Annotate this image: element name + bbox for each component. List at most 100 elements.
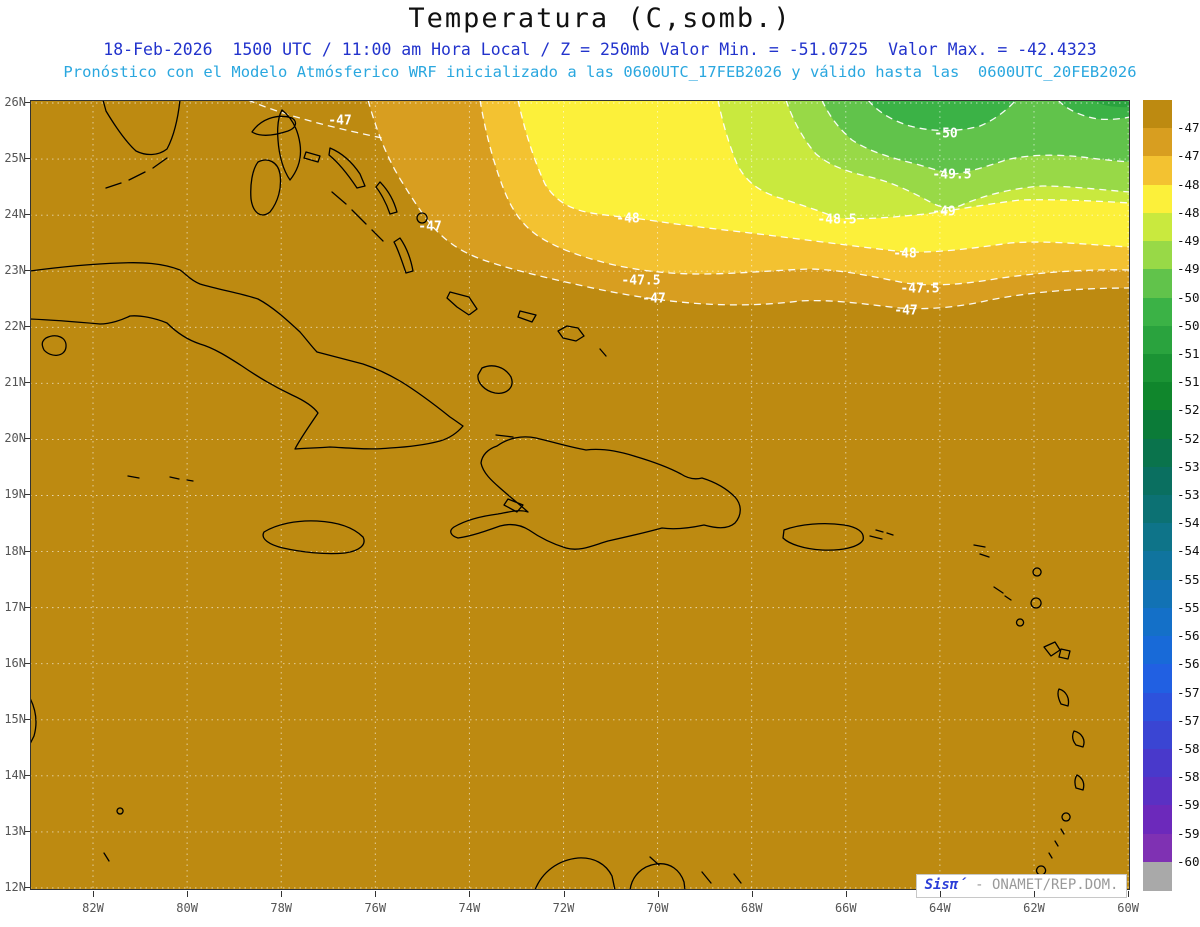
coastline-caymans [127,475,194,482]
model-info-line: Pronóstico con el Modelo Atmósferico WRF… [63,63,1137,81]
colorbar-segment [1143,636,1172,665]
colorbar-segment [1143,128,1172,158]
colorbar-segment [1143,382,1172,411]
lon-label: 74W [458,901,481,915]
contour-labels: -47 -47 -48 -47.5 -47 -48.5 -48 -47.5 -47 -49 -49.… [328,114,971,319]
colorbar-label: -55 [1177,571,1200,587]
map-canvas: -47 -47 -48 -47.5 -47 -48.5 -48 -47.5 -47 -49 -49.… [30,100,1130,890]
axis-tick [939,891,941,897]
map-frame [30,100,1130,890]
colorbar-label: -57.5 [1177,712,1200,728]
colorbar-segment [1143,748,1172,778]
contour-label: -48 [616,212,640,227]
coastline-puerto-rico [782,523,894,551]
axis-tick [25,214,30,216]
contour-label: -48 [893,247,917,262]
colorbar-label: -53.5 [1177,487,1200,502]
colorbar-label: -59.5 [1177,825,1200,841]
colorbar-segment [1143,325,1172,355]
contour-label: -50 [934,127,958,142]
lat-label: 26N [4,95,26,109]
axis-tick [25,830,30,832]
lat-label: 25N [4,151,26,166]
lat-label: 23N [4,263,26,278]
axis-tick [25,102,30,103]
lat-label: 20N [4,431,26,446]
colorbar-label: -54.5 [1177,543,1200,559]
colorbar-label: -52 [1177,402,1200,418]
colorbar-segment [1143,410,1172,440]
axis-tick [1034,891,1035,897]
lat-label: 24N [4,207,26,222]
axis-tick [25,718,30,720]
colorbar-label: -56.5 [1177,656,1200,672]
contour-line [247,100,383,139]
colorbar-label: -47.5 [1177,148,1200,164]
lat-label: 15N [4,711,26,726]
lat-label: 14N [4,767,26,782]
colorbar-label: -58.5 [1177,769,1200,785]
colorbar-label: -52.5 [1177,430,1200,446]
coastline-bahamas [250,109,607,394]
axis-tick [25,494,30,496]
contour-line [517,100,1130,253]
colorbar-segment [1143,523,1172,553]
temperature-shading [30,100,1130,890]
colorbar-segment [1143,241,1172,270]
contour-label: -48.5 [817,213,856,228]
lat-label: 13N [4,823,26,838]
axis-tick [845,891,847,897]
colorbar-label: -60 [1177,853,1200,869]
lon-label: 68W [740,901,763,915]
axis-tick [25,550,30,552]
lat-label: 18N [4,543,26,558]
colorbar-label: -53 [1177,458,1200,474]
lon-label: 72W [552,901,575,915]
colorbar-segment [1143,297,1172,327]
axis-tick [25,606,30,608]
colorbar-label: -48 [1177,176,1200,192]
lat-label: 16N [4,655,26,670]
contour-line [479,100,1130,286]
colorbar-label: -55.5 [1177,599,1200,615]
axis-tick [751,891,753,897]
colorbar-segment [1143,720,1172,750]
colorbar-segment [1143,353,1172,383]
colorbar-segment [1143,805,1172,835]
lon-label: 62W [1023,901,1045,915]
contour-line [785,100,1130,209]
axis-tick [25,326,30,328]
colorbar-label: -49.5 [1177,261,1200,277]
colorbar-segment [1143,184,1172,214]
axis-tick [563,891,565,897]
axis-tick [25,886,30,888]
colorbar-label: -50.5 [1177,317,1200,333]
axis-tick [25,774,30,776]
coastline-cuba [30,262,464,450]
colorbar-segment [1143,466,1172,496]
colorbar-segment [1143,777,1172,806]
contour-line [821,100,1130,175]
colorbar-segment [1143,495,1172,524]
axis-tick [469,891,471,897]
contour-label: -47.5 [900,282,939,297]
coastline-isla-juventud [41,335,67,356]
contour-label: -49 [932,205,955,220]
axis-tick [25,158,30,160]
colorbar-label: -51.5 [1177,374,1200,390]
colorbar-label: -50 [1177,289,1200,305]
lon-label: 60W [1117,901,1139,915]
axis-tick [25,438,30,440]
axis-tick [25,270,30,272]
lon-label: 78W [270,901,293,915]
colorbar-segment [1143,269,1172,299]
attribution-box: Sisπ́ - ONAMET/REP.DOM. [916,874,1127,898]
colorbar-segment [1143,551,1172,581]
colorbar [1143,100,1172,891]
contour-line [717,100,1130,220]
colorbar-segment [1143,100,1172,129]
colorbar-segment [1143,579,1172,609]
coastlines [30,100,1085,890]
colorbar-segment [1143,833,1172,863]
